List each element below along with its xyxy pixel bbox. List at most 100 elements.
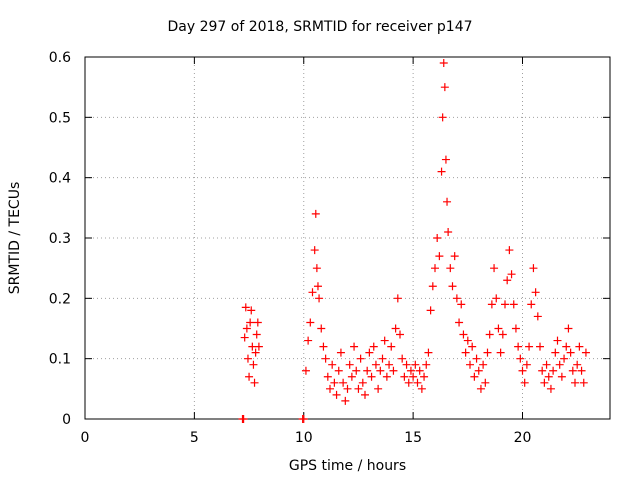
data-point	[568, 366, 577, 375]
data-point	[551, 348, 560, 357]
data-point	[315, 294, 324, 303]
data-point	[301, 366, 310, 375]
data-point	[494, 324, 503, 333]
data-point	[481, 378, 490, 387]
data-point	[540, 378, 549, 387]
data-point	[239, 415, 248, 423]
data-point	[367, 372, 376, 381]
data-point	[459, 330, 468, 339]
x-tick-label: 20	[514, 430, 532, 446]
data-point	[529, 264, 538, 273]
data-point	[245, 372, 254, 381]
data-point	[254, 342, 263, 351]
data-point	[472, 354, 481, 363]
x-tick-label: 5	[190, 430, 199, 446]
gridlines	[85, 57, 610, 419]
data-point	[581, 348, 590, 357]
data-point	[544, 372, 553, 381]
data-point	[387, 342, 396, 351]
data-point	[253, 318, 262, 327]
data-point	[411, 360, 420, 369]
data-point	[247, 306, 256, 315]
data-point	[516, 354, 525, 363]
data-point	[343, 384, 352, 393]
data-point	[483, 348, 492, 357]
data-point	[391, 324, 400, 333]
data-point	[476, 384, 485, 393]
data-point	[306, 318, 315, 327]
data-point	[435, 252, 444, 261]
data-point	[317, 324, 326, 333]
data-point	[479, 360, 488, 369]
data-point	[487, 300, 496, 309]
data-point	[250, 378, 259, 387]
data-point	[311, 209, 320, 218]
data-point	[308, 288, 317, 297]
data-point	[380, 336, 389, 345]
data-point	[463, 336, 472, 345]
data-point	[415, 366, 424, 375]
data-point	[542, 360, 551, 369]
data-point	[413, 378, 422, 387]
data-point	[341, 396, 350, 405]
data-point	[246, 318, 255, 327]
x-axis-label: GPS time / hours	[289, 458, 406, 474]
data-point	[446, 264, 455, 273]
data-point	[252, 330, 261, 339]
data-point	[474, 366, 483, 375]
data-point	[571, 378, 579, 387]
x-tick-label: 0	[81, 430, 90, 446]
data-point	[450, 252, 459, 261]
data-point	[573, 360, 582, 369]
data-points	[238, 59, 590, 423]
data-point	[332, 390, 341, 399]
data-point	[330, 378, 339, 387]
data-point	[313, 282, 322, 291]
data-point	[319, 342, 328, 351]
data-point	[461, 348, 470, 357]
data-point	[455, 318, 464, 327]
axis-ticks: 0 5 10 15 20 0 0.1 0.2 0.3 0.4 0.5 0.6	[49, 50, 610, 446]
data-point	[321, 354, 330, 363]
data-point	[369, 342, 378, 351]
data-point	[402, 360, 411, 369]
data-point	[426, 306, 435, 315]
data-point	[525, 342, 534, 351]
data-point	[400, 372, 409, 381]
data-point	[404, 378, 413, 387]
data-point	[577, 366, 586, 375]
data-point	[511, 324, 520, 333]
data-point	[393, 294, 402, 303]
data-point	[389, 366, 398, 375]
data-point	[358, 378, 367, 387]
data-point	[336, 348, 345, 357]
data-point	[396, 330, 404, 339]
data-point	[448, 282, 457, 291]
data-point	[575, 342, 584, 351]
y-axis-label: SRMTID / TECUs	[7, 182, 23, 295]
data-point	[385, 360, 394, 369]
data-point	[354, 384, 363, 393]
data-point	[501, 300, 509, 309]
data-point	[431, 264, 439, 273]
data-point	[520, 378, 529, 387]
data-point	[507, 270, 516, 279]
data-point	[468, 342, 477, 351]
x-tick-label: 10	[295, 430, 313, 446]
data-point	[299, 415, 308, 423]
data-point	[533, 312, 542, 321]
y-tick-label: 0.2	[49, 291, 71, 307]
data-point	[420, 372, 429, 381]
y-tick-label: 0.3	[49, 231, 71, 247]
data-point	[492, 294, 501, 303]
data-point	[438, 113, 447, 122]
data-point	[496, 348, 505, 357]
data-point	[433, 234, 442, 242]
data-point	[518, 366, 527, 375]
data-point	[564, 324, 573, 333]
data-point	[560, 354, 569, 363]
data-point	[356, 354, 365, 363]
data-point	[452, 294, 461, 303]
data-point	[509, 300, 518, 309]
data-point	[527, 300, 536, 309]
